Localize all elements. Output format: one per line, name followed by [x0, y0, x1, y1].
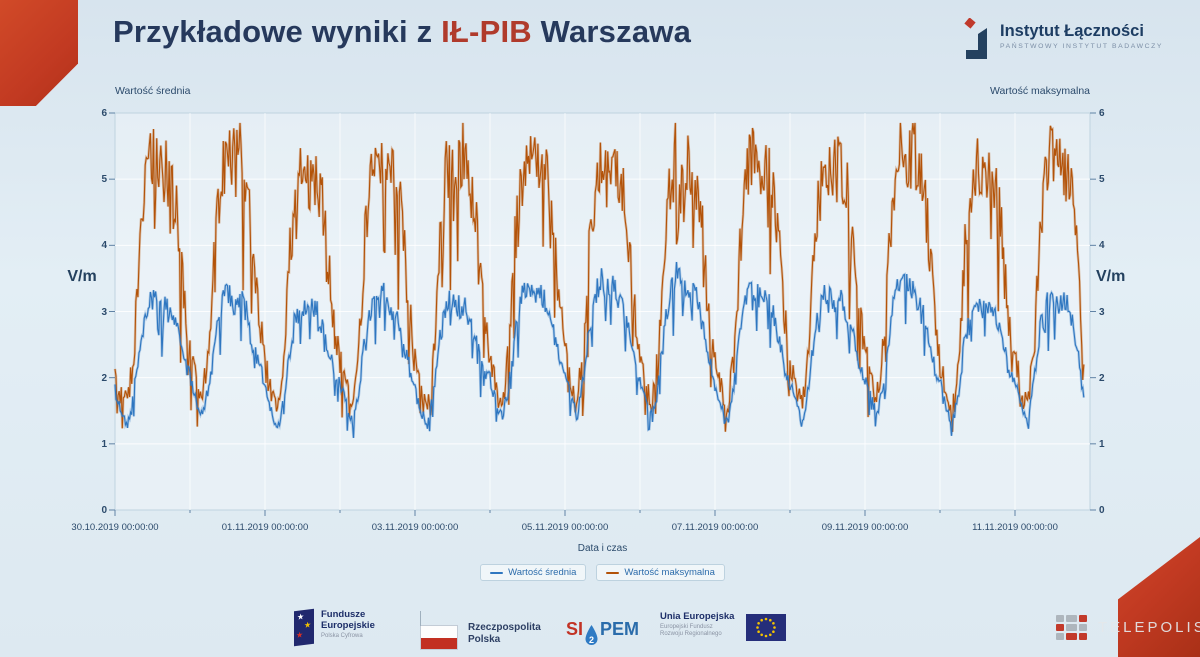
y-tick-label: 1 — [1099, 438, 1105, 450]
axis-title-right: Wartość maksymalna — [990, 85, 1090, 97]
y-tick-label: 3 — [101, 306, 107, 318]
page-title: Przykładowe wyniki z IŁ-PIB Warszawa — [113, 14, 691, 50]
y-tick-label: 5 — [101, 174, 107, 186]
poland-flag-icon — [420, 611, 458, 650]
ue-line3: Rozwoju Regionalnego — [660, 630, 722, 637]
legend-label-maksymalna: Wartość maksymalna — [624, 567, 715, 578]
corner-accent-top-left — [0, 0, 78, 106]
x-tick-label: 11.11.2019 00:00:00 — [972, 522, 1058, 533]
y-tick-label: 5 — [1099, 174, 1105, 186]
si2pem-droplet-icon: 2 — [585, 625, 598, 645]
legend-marker-maksymalna — [606, 571, 620, 574]
y-tick-label: 2 — [101, 372, 107, 384]
x-tick-label: 30.10.2019 00:00:00 — [71, 522, 159, 533]
x-tick-label: 03.11.2019 00:00:00 — [371, 522, 459, 533]
y-tick-label: 2 — [1099, 372, 1105, 384]
axis-title-left: Wartość średnia — [115, 85, 191, 97]
institute-logo-icon — [964, 18, 987, 59]
fundusze-line1: Fundusze — [321, 609, 366, 620]
y-tick-label: 1 — [101, 438, 107, 450]
y-tick-label: 6 — [1099, 108, 1105, 119]
rp-line1: Rzeczpospolita — [468, 622, 541, 633]
x-tick-label: 09.11.2019 00:00:00 — [821, 522, 909, 533]
y-tick-label: 0 — [1099, 505, 1105, 516]
si2pem-logo: SI 2 PEM — [566, 614, 640, 645]
x-axis-title: Data i czas — [577, 543, 628, 554]
eu-flag-icon — [746, 614, 787, 641]
telepolis-logo-icon — [1056, 615, 1087, 640]
y-tick-label: 3 — [1099, 306, 1105, 318]
fundusze-subtitle: Polska Cyfrowa — [321, 633, 363, 639]
unia-europejska-logo: Unia Europejska Europejski Fundusz Rozwo… — [660, 611, 787, 641]
fundusze-europejskie-flag-icon: ★ ★ ★ — [294, 608, 314, 647]
y-axis-unit-left: V/m — [67, 268, 97, 285]
chart-legend: Wartość średnia Wartość maksymalna — [115, 564, 1090, 581]
si2pem-suffix: PEM — [600, 619, 640, 639]
legend-marker-srednia — [490, 571, 504, 574]
legend-label-srednia: Wartość średnia — [508, 567, 577, 578]
title-prefix: Przykładowe wyniki z — [113, 14, 442, 49]
title-suffix: Warszawa — [531, 14, 692, 49]
fundusze-europejskie-logo: ★ ★ ★ Fundusze Europejskie Polska Cyfrow… — [294, 608, 375, 647]
y-tick-label: 0 — [101, 505, 107, 516]
y-tick-label: 4 — [101, 240, 107, 252]
fundusze-line2: Europejskie — [321, 619, 375, 631]
rzeczpospolita-polska-logo: Rzeczpospolita Polska — [420, 611, 541, 650]
y-tick-label: 4 — [1099, 240, 1105, 252]
legend-item-wartosc-maksymalna: Wartość maksymalna — [596, 564, 725, 581]
telepolis-watermark-text: TELEPOLIS — [1098, 619, 1200, 636]
ue-line2: Europejski Fundusz — [660, 623, 713, 630]
institute-logo-subtitle: PAŃSTWOWY INSTYTUT BADAWCZY — [1000, 43, 1164, 50]
x-tick-label: 07.11.2019 00:00:00 — [671, 522, 759, 533]
si2pem-prefix: SI — [566, 619, 584, 639]
institute-logo-name: Instytut Łączności — [1000, 22, 1144, 40]
institute-logo: Instytut Łączności PAŃSTWOWY INSTYTUT BA… — [958, 18, 1163, 64]
ue-line1: Unia Europejska — [660, 611, 735, 622]
svg-text:2: 2 — [589, 635, 594, 645]
title-highlight: IŁ-PIB — [441, 14, 532, 49]
legend-item-wartosc-srednia: Wartość średnia — [480, 564, 587, 581]
y-tick-label: 6 — [101, 108, 107, 119]
x-tick-label: 05.11.2019 00:00:00 — [521, 522, 609, 533]
rp-line2: Polska — [468, 633, 501, 645]
x-tick-label: 01.11.2019 00:00:00 — [221, 522, 309, 533]
telepolis-watermark: TELEPOLIS — [1056, 615, 1200, 640]
chart-plot-area — [109, 112, 1096, 516]
y-axis-unit-right: V/m — [1096, 268, 1126, 285]
